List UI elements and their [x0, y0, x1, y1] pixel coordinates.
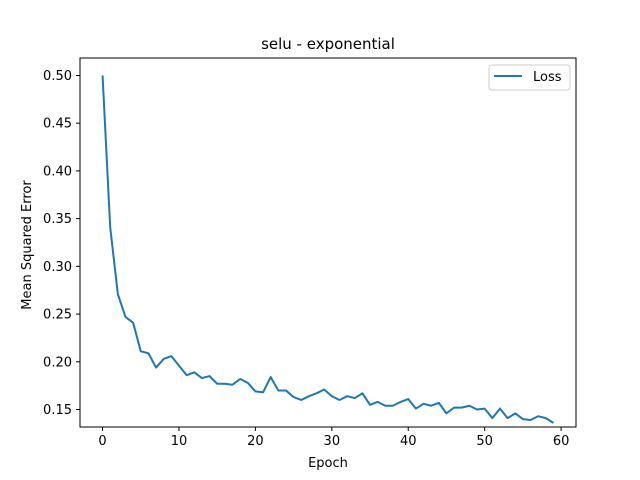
legend-label-loss: Loss — [533, 70, 562, 85]
axes: 0 10 20 30 40 50 60 0.15 0.20 0.25 0.30 0.35 0.40 0.4… — [43, 57, 577, 449]
legend: Loss — [488, 64, 571, 91]
y-tick-label: 0.45 — [43, 117, 72, 132]
chart-title: selu - exponential — [261, 35, 395, 53]
y-tick-label: 0.40 — [43, 164, 72, 179]
y-tick-label: 0.25 — [43, 308, 72, 323]
legend-box — [488, 64, 571, 91]
x-tick-label: 0 — [98, 434, 106, 449]
y-tick-label: 0.20 — [43, 355, 72, 370]
y-axis-title: Mean Squared Error — [20, 180, 35, 310]
x-tick-label: 40 — [400, 434, 417, 449]
x-tick-label: 60 — [553, 434, 570, 449]
plot-area — [101, 75, 554, 424]
y-tick-label: 0.15 — [43, 403, 72, 418]
x-tick-label: 10 — [171, 434, 188, 449]
y-tick-label: 0.30 — [43, 260, 72, 275]
series-line-loss — [101, 75, 554, 424]
axes-frame — [79, 57, 577, 428]
y-tick-label: 0.50 — [43, 69, 72, 84]
x-axis-title: Epoch — [308, 456, 348, 471]
x-tick-label: 50 — [476, 434, 493, 449]
x-tick-label: 20 — [247, 434, 264, 449]
y-tick-label: 0.35 — [43, 212, 72, 227]
x-tick-label: 30 — [324, 434, 341, 449]
